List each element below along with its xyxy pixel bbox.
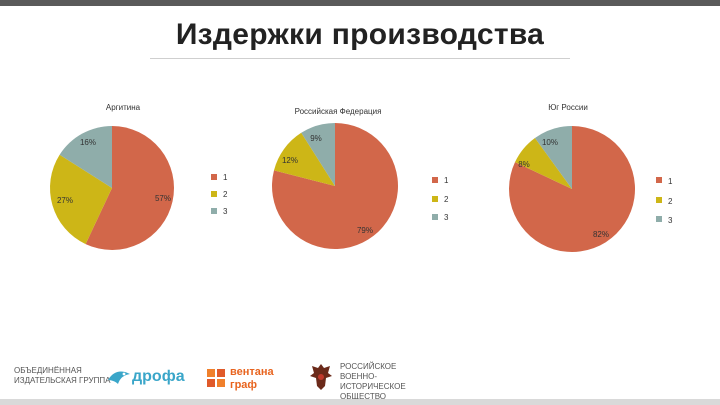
ventana-mark-icon	[207, 369, 225, 387]
data-label-slice-2: 12%	[282, 156, 298, 165]
logo-row: ОБЪЕДИНЁННАЯ ИЗДАТЕЛЬСКАЯ ГРУППА дрофа в…	[0, 350, 720, 405]
legend-label-3: 3	[223, 207, 228, 216]
legend-swatch-1	[432, 177, 438, 183]
legend-swatch-3	[211, 208, 217, 214]
rvio-line-2: ВОЕННО-ИСТОРИЧЕСКОЕ	[340, 372, 406, 391]
rvio-logo-text: РОССИЙСКОЕ ВОЕННО-ИСТОРИЧЕСКОЕ ОБЩЕСТВО	[340, 362, 418, 402]
pie-slice-3	[59, 126, 112, 188]
rvio-line-1: РОССИЙСКОЕ	[340, 362, 397, 371]
data-labels: 79% 12% 9%	[282, 134, 373, 235]
drofa-logo: дрофа	[106, 364, 188, 394]
legend-swatch-1	[656, 177, 662, 183]
data-labels: 57% 27% 16%	[57, 138, 171, 205]
ventana-graf-logo: вентана граф	[206, 362, 286, 396]
top-bar	[0, 0, 720, 6]
data-label-slice-3: 9%	[310, 134, 322, 143]
legend-label-1: 1	[668, 177, 673, 186]
pie-slices	[272, 123, 399, 250]
page-title: Издержки производства	[175, 18, 545, 51]
pie-slice-1	[85, 126, 174, 250]
pie-slices	[509, 126, 636, 253]
ventana-logo-line-2: граф	[230, 379, 258, 391]
pie-slice-2	[49, 154, 112, 245]
legend-label-3: 3	[444, 213, 449, 222]
legend-label-1: 1	[223, 173, 228, 182]
legend-label-2: 2	[444, 195, 449, 204]
data-label-slice-2: 27%	[57, 196, 73, 205]
publisher-group-line-1: ОБЪЕДИНЁННАЯ	[14, 366, 82, 375]
chart-argentina: Аргитина 57% 27% 16% 1 2 3	[49, 103, 228, 250]
drofa-logo-text: дрофа	[132, 368, 185, 385]
pie-slice-1	[509, 126, 636, 253]
legend-swatch-1	[211, 174, 217, 180]
legend-swatch-3	[432, 214, 438, 220]
legend-label-1: 1	[444, 176, 449, 185]
bird-icon	[108, 371, 130, 384]
data-label-slice-1: 82%	[593, 230, 609, 239]
legend-label-2: 2	[668, 197, 673, 206]
legend-label-3: 3	[668, 216, 673, 225]
ventana-logo-line-1: вентана	[230, 366, 274, 378]
publisher-group-logo: ОБЪЕДИНЁННАЯ ИЗДАТЕЛЬСКАЯ ГРУППА	[14, 366, 110, 386]
pie-slice-1	[272, 123, 399, 250]
legend-swatch-2	[656, 197, 662, 203]
data-label-slice-3: 16%	[80, 138, 96, 147]
pie-slice-3	[301, 123, 335, 186]
data-label-slice-1: 57%	[155, 194, 171, 203]
double-headed-eagle-icon	[310, 364, 332, 390]
data-label-slice-1: 79%	[357, 226, 373, 235]
rvio-logo: РОССИЙСКОЕ ВОЕННО-ИСТОРИЧЕСКОЕ ОБЩЕСТВО	[308, 358, 418, 401]
legend: 1 2 3	[432, 176, 449, 222]
pie-slices	[49, 126, 174, 250]
pie-slice-3	[534, 126, 572, 189]
legend-swatch-3	[656, 216, 662, 222]
chart-south-russia: Юг России 82% 8% 10% 1 2 3	[509, 103, 673, 253]
title-divider	[150, 58, 570, 59]
chart-russian-federation: Российская Федерация 79% 12% 9% 1 2 3	[272, 107, 449, 250]
chart-title: Аргитина	[106, 103, 141, 112]
legend-label-2: 2	[223, 190, 228, 199]
legend-swatch-2	[432, 196, 438, 202]
legend: 1 2 3	[211, 173, 228, 216]
pie-slice-2	[515, 138, 572, 189]
chart-title: Юг России	[548, 103, 588, 112]
rvio-line-3: ОБЩЕСТВО	[340, 392, 386, 401]
legend-swatch-2	[211, 191, 217, 197]
data-label-slice-2: 8%	[518, 160, 530, 169]
data-label-slice-3: 10%	[542, 138, 558, 147]
bottom-bar	[0, 399, 720, 405]
publisher-group-line-2: ИЗДАТЕЛЬСКАЯ ГРУППА	[14, 376, 111, 385]
data-labels: 82% 8% 10%	[518, 138, 609, 239]
pie-slice-2	[273, 132, 335, 186]
chart-title: Российская Федерация	[295, 107, 382, 116]
legend: 1 2 3	[656, 177, 673, 225]
